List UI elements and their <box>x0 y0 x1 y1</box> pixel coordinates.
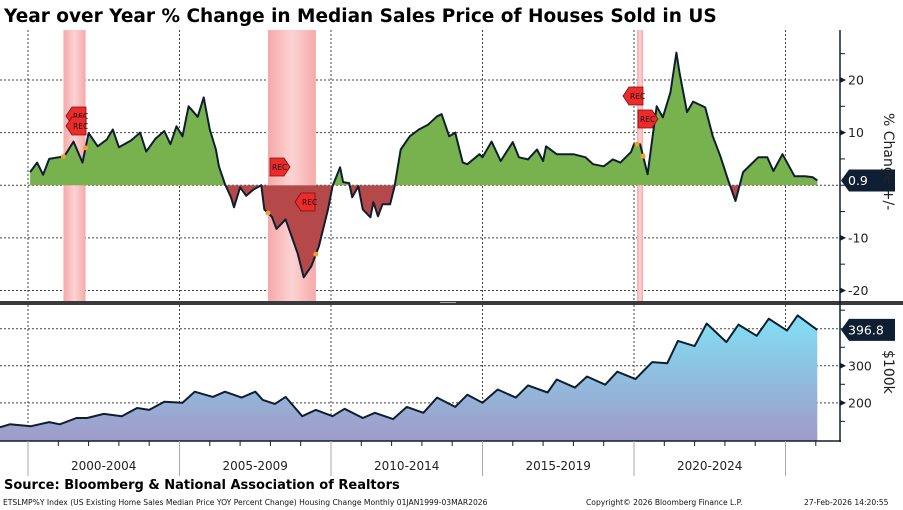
rec-flag: REC <box>622 86 645 106</box>
rec-flag-shape <box>637 109 659 129</box>
rec-flag-shape <box>269 157 291 177</box>
price-fill <box>0 315 818 441</box>
last-value-label-price: 396.8 <box>841 318 895 341</box>
x-category-label: 2020-2024 <box>677 459 742 473</box>
rec-flag: REC <box>637 109 659 129</box>
y-tick-label-price: 300 <box>848 358 872 373</box>
footer-timestamp: 27-Feb-2026 14:20:55 <box>804 498 889 507</box>
rec-flag-shape <box>65 116 87 136</box>
yoy-area <box>29 51 818 279</box>
source-note: Source: Bloomberg & National Association… <box>4 478 400 493</box>
rec-flag-label: REC <box>73 112 88 121</box>
rec-flag-label: REC <box>630 92 645 101</box>
y-tick-arrow <box>840 129 846 136</box>
y-tick-label-price: 200 <box>848 395 872 410</box>
y-tick-arrow <box>840 76 846 83</box>
recession-edge-marker <box>640 153 646 159</box>
yoy-positive-fill <box>30 52 818 186</box>
yoy-negative-fill <box>225 185 740 278</box>
recession-edge-marker <box>83 145 89 151</box>
last-value-price: 396.8 <box>848 322 884 337</box>
y-axis-label-price: $100k <box>880 350 896 395</box>
y-axis-label-yoy: % Change +/- <box>880 113 896 210</box>
rec-flag: REC <box>65 116 88 136</box>
price-line <box>0 314 818 429</box>
x-category-label: 2015-2019 <box>526 459 591 473</box>
y-tick-arrow <box>840 362 846 369</box>
y-tick-arrow <box>840 399 846 406</box>
last-value-yoy: 0.9 <box>848 173 868 188</box>
recession-edge-marker <box>634 141 640 147</box>
x-axis-ticks <box>27 441 817 446</box>
y-tick-arrow <box>840 287 846 294</box>
divider-grip-icon[interactable] <box>440 302 456 303</box>
x-category-label: 2005-2009 <box>223 459 288 473</box>
rec-flag-label: REC <box>640 115 655 124</box>
rec-flag-label: REC <box>302 198 317 207</box>
x-category-label: 2010-2014 <box>374 459 439 473</box>
y-tick-label-yoy: 10 <box>848 125 864 140</box>
footer-description: ETSLMP%Y Index (US Existing Home Sales M… <box>3 498 488 507</box>
rec-flag: REC <box>294 192 317 212</box>
yoy-line <box>29 51 818 279</box>
last-value-label-yoy: 0.9 <box>841 169 895 192</box>
y-tick-arrow <box>840 234 846 241</box>
x-axis-categories: 2000-2004 2005-2009 2010-2014 2015-2019 2020… <box>27 441 786 476</box>
y-tick-label-yoy: -10 <box>848 230 868 245</box>
x-category-label: 2000-2004 <box>71 459 136 473</box>
recession-edge-marker <box>265 210 271 216</box>
price-area <box>0 314 818 441</box>
recession-edge-marker <box>313 251 319 257</box>
y-tick-label-yoy: 20 <box>848 72 864 87</box>
rec-flag-label: REC <box>73 122 88 131</box>
rec-flag-shape <box>622 86 644 106</box>
footer-copyright: Copyright© 2026 Bloomberg Finance L.P. <box>586 498 743 507</box>
recession-edge-marker <box>60 153 66 159</box>
y-axis-ticks: -20 -10 10 20 200 300 <box>840 53 872 422</box>
y-tick-label-yoy: -20 <box>848 283 868 298</box>
rec-flag: REC <box>269 157 291 177</box>
rec-flag-shape <box>294 192 316 212</box>
chart-title: Year over Year % Change in Median Sales … <box>3 6 717 27</box>
rec-flag-label: REC <box>272 163 287 172</box>
